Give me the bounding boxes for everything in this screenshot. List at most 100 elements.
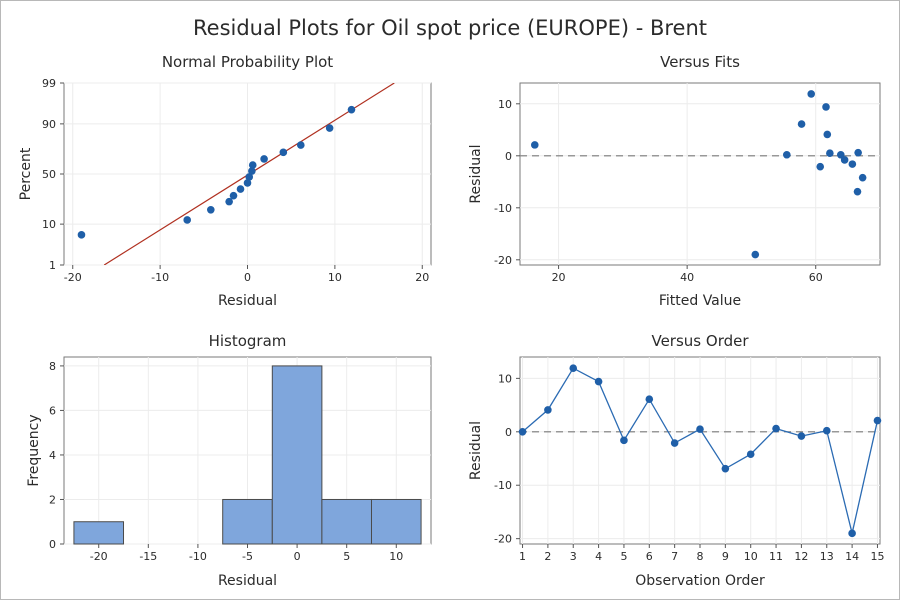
versus-order-point (518, 428, 527, 436)
histogram-x-tick-label: 10 (389, 550, 403, 563)
versus-fits-plot-area (519, 82, 881, 266)
normal-probability-point (225, 197, 233, 206)
versus-order-x-tick-label: 4 (595, 550, 602, 563)
histogram-bar (271, 365, 323, 545)
normal-probability-x-tick-label: 0 (244, 271, 251, 284)
versus-fits-point (822, 103, 830, 111)
normal-probability-x-tick-label: -20 (64, 271, 82, 284)
versus-order-x-tick-label: 13 (820, 550, 834, 563)
normal-probability-point (207, 206, 215, 214)
versus-order-point (873, 416, 882, 425)
normal-probability-point (243, 179, 252, 187)
histogram-x-tick-label: -15 (139, 550, 157, 563)
normal-probability-point (325, 124, 334, 132)
versus-fits-point (858, 173, 867, 182)
histogram-y-tick-label: 8 (49, 360, 56, 373)
normal-probability-point (183, 216, 192, 224)
versus-fits-point (751, 250, 760, 259)
versus-fits-x-tick-label: 20 (552, 271, 566, 284)
versus-order-x-tick-label: 15 (870, 550, 884, 563)
normal-probability-point (245, 173, 254, 181)
versus-fits-point (807, 90, 816, 98)
histogram-x-tick-label: 0 (294, 550, 301, 563)
versus-fits-point (816, 162, 825, 171)
versus-order-x-tick-label: 6 (646, 550, 653, 563)
versus-order-point (822, 426, 831, 435)
normal-probability-y-axis-label: Percent (18, 147, 34, 200)
histogram-bar (321, 498, 372, 545)
histogram-x-tick-label: -20 (90, 550, 108, 563)
versus-order-point (797, 432, 806, 440)
versus-order-point (569, 364, 578, 373)
versus-order-point (670, 439, 679, 447)
versus-fits-x-tick-label: 60 (809, 271, 823, 284)
versus-order-y-tick-label: -10 (494, 479, 512, 492)
versus-order-point (848, 529, 856, 538)
versus-order-point (620, 436, 628, 445)
normal-probability-point (279, 148, 288, 157)
versus-fits-point (836, 150, 845, 159)
versus-fits-y-tick-label: 10 (498, 98, 512, 111)
versus-order-x-tick-label: 2 (544, 550, 551, 563)
versus-order-x-tick-label: 1 (519, 550, 526, 563)
histogram-y-axis-label: Frequency (26, 414, 42, 486)
normal-probability-x-axis-label: Residual (218, 293, 277, 309)
histogram-bar (222, 498, 273, 545)
versus-order-point (544, 406, 552, 414)
versus-order-point (594, 377, 603, 386)
versus-order-y-tick-label: 10 (498, 372, 512, 385)
versus-order-x-tick-label: 5 (620, 550, 627, 563)
normal-probability-point (248, 167, 256, 175)
versus-fits-point (853, 187, 862, 196)
versus-fits-point (848, 160, 857, 168)
normal-probability-point (236, 185, 245, 193)
histogram-x-axis-label: Residual (218, 573, 277, 589)
histogram-x-tick-label: -5 (242, 550, 253, 563)
normal-probability-point (229, 191, 238, 200)
versus-order-point (645, 395, 654, 404)
versus-fits-x-axis-label: Fitted Value (659, 293, 741, 309)
versus-fits-point (797, 120, 806, 128)
normal-probability-y-tick-label: 10 (42, 218, 56, 231)
normal-probability-y-tick-label: 99 (42, 77, 56, 90)
versus-order-y-axis-label: Residual (468, 421, 484, 480)
normal-probability-x-tick-label: -10 (151, 271, 169, 284)
versus-order-point (696, 425, 704, 433)
versus-order-x-tick-label: 8 (697, 550, 704, 563)
versus-order-y-tick-label: -20 (494, 533, 512, 546)
normal-probability-y-tick-label: 50 (42, 168, 56, 181)
versus-order-point (746, 450, 755, 459)
normal-probability-title: Normal Probability Plot (162, 53, 333, 71)
versus-fits-y-axis-label: Residual (468, 144, 484, 203)
versus-fits-y-tick-label: -20 (494, 254, 512, 267)
normal-probability-point (248, 161, 257, 169)
versus-fits-point (840, 156, 849, 164)
versus-fits-point (823, 130, 832, 139)
histogram-x-tick-label: 5 (343, 550, 350, 563)
versus-order-x-tick-label: 7 (671, 550, 678, 563)
normal-probability-y-tick-label: 1 (49, 259, 56, 272)
histogram-bar (73, 521, 125, 545)
histogram-y-tick-label: 2 (49, 493, 56, 506)
versus-order-point (721, 464, 730, 473)
normal-probability-y-tick-label: 90 (42, 118, 56, 131)
histogram-y-tick-label: 4 (49, 449, 56, 462)
histogram-x-tick-label: -10 (189, 550, 207, 563)
normal-probability-point (77, 231, 86, 239)
normal-probability-point (347, 105, 356, 114)
versus-order-point (772, 424, 780, 433)
versus-order-x-tick-label: 3 (570, 550, 577, 563)
histogram-y-tick-label: 6 (49, 404, 56, 417)
versus-fits-y-tick-label: -10 (494, 202, 512, 215)
versus-order-x-tick-label: 14 (845, 550, 859, 563)
versus-fits-title: Versus Fits (660, 53, 740, 71)
versus-order-x-tick-label: 11 (769, 550, 783, 563)
versus-order-y-tick-label: 0 (505, 426, 512, 439)
normal-probability-x-tick-label: 20 (415, 271, 429, 284)
versus-fits-point (782, 150, 791, 159)
histogram-y-tick-label: 0 (49, 538, 56, 551)
versus-fits-x-tick-label: 40 (680, 271, 694, 284)
normal-probability-point (297, 141, 305, 149)
versus-fits-point (826, 149, 834, 157)
